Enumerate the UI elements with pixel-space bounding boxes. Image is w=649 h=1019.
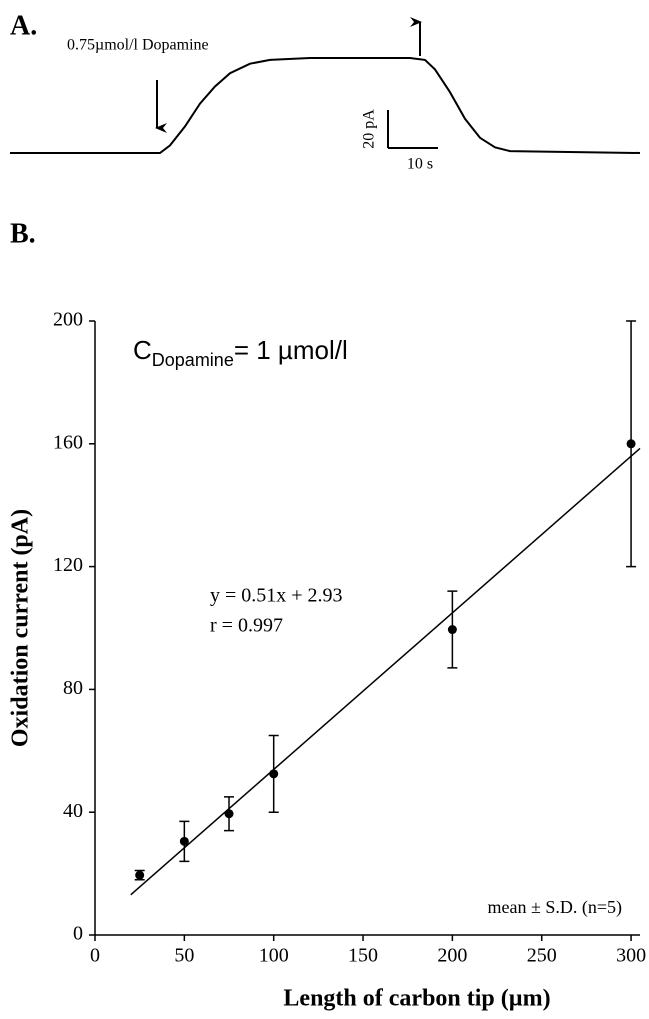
data-point: [224, 809, 234, 819]
y-tick-label: 80: [63, 677, 83, 699]
data-point: [179, 836, 189, 846]
x-tick-label: 300: [616, 945, 646, 967]
y-tick-label: 160: [53, 431, 83, 453]
x-tick-label: 100: [259, 945, 289, 967]
fit-line: [130, 447, 641, 896]
x-axis-label: Length of carbon tip (µm): [283, 986, 550, 1012]
concentration: CDopamine= 1 µmol/l: [133, 335, 348, 370]
y-tick-label: 120: [53, 554, 83, 576]
x-tick-label: 50: [174, 945, 194, 967]
x-tick-label: 250: [527, 945, 557, 967]
data-point: [269, 769, 279, 779]
concentration-text: = 1 µmol/l: [234, 335, 348, 365]
data-point: [626, 439, 636, 449]
x-tick-label: 150: [348, 945, 378, 967]
y-tick-label: 200: [53, 309, 83, 331]
panel-label: B.: [10, 218, 36, 249]
trace: [10, 57, 641, 154]
data-point: [135, 870, 145, 880]
symbol: C: [133, 335, 152, 365]
y-tick-label: 40: [63, 800, 83, 822]
x-tick-label: 0: [90, 945, 100, 967]
equation: y = 0.51x + 2.93: [210, 585, 343, 607]
note: mean ± S.D. (n=5): [487, 897, 622, 918]
y-tick-label: 0: [73, 923, 83, 945]
scale-label-x: 10 s: [407, 156, 433, 173]
data-point: [447, 625, 457, 635]
y-axis-label: Oxidation current (pA): [8, 509, 34, 747]
equation: r = 0.997: [210, 615, 283, 637]
scale-label-y: 20 pA: [361, 109, 378, 149]
panel-label: A.: [10, 10, 37, 41]
x-tick-label: 200: [437, 945, 467, 967]
annotation: 0.75µmol/l Dopamine: [67, 37, 209, 54]
subscript: Dopamine: [152, 350, 234, 370]
